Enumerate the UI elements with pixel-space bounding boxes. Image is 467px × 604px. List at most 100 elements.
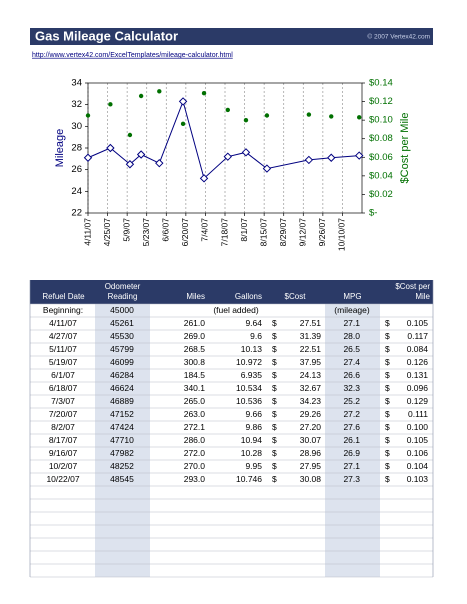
cell: 5/19/07: [49, 357, 78, 367]
cell: $: [272, 357, 277, 367]
cell: 6/1/07: [51, 370, 75, 380]
x-tick-label: 7/18/07: [219, 218, 229, 247]
y-tick-label: 34: [71, 78, 82, 89]
y-tick-label: 24: [71, 186, 82, 197]
y2-tick-label: $0.14: [369, 78, 393, 89]
cell: 0.117: [407, 331, 428, 341]
y-tick-label: 22: [71, 208, 82, 219]
cell: $: [272, 383, 277, 393]
cell: 0.131: [407, 370, 429, 380]
cell: 6.935: [241, 370, 263, 380]
point: [157, 89, 162, 94]
x-tick-label: 4/25/07: [102, 218, 112, 247]
cell: $: [385, 331, 390, 341]
cell: 46624: [110, 383, 134, 393]
cell: 10.13: [241, 344, 263, 354]
cell: $: [272, 331, 277, 341]
x-tick-label: 9/26/07: [317, 218, 327, 247]
cell: 0.104: [407, 461, 429, 471]
y-axis-label: Mileage: [54, 129, 66, 168]
cell: 272.0: [184, 448, 206, 458]
cell: 7/3/07: [51, 396, 75, 406]
cell: 45530: [110, 331, 134, 341]
point: [138, 93, 144, 99]
point: [106, 143, 115, 153]
cell: 27.1: [343, 461, 360, 471]
point: [354, 151, 364, 160]
cell: 47982: [110, 448, 134, 458]
point: [225, 107, 230, 113]
cell: 28.96: [300, 448, 322, 458]
cell: $: [385, 396, 390, 406]
y2-tick-label: $0.04: [369, 170, 393, 181]
point: [327, 153, 336, 162]
cell: 26.1: [343, 435, 360, 445]
cell: $: [272, 448, 277, 458]
point: [127, 132, 133, 138]
cell: $: [385, 422, 390, 432]
cell: 10.94: [241, 435, 263, 445]
cell: 29.26: [300, 409, 322, 419]
cell: 25.2: [343, 396, 360, 406]
cell: 31.39: [300, 331, 322, 341]
cell: 268.5: [184, 344, 206, 354]
cell: 269.0: [184, 331, 206, 341]
cell: $: [385, 370, 390, 380]
cell: 0.096: [407, 383, 429, 393]
y2-tick-label: $-: [369, 208, 377, 219]
cell: 6/18/07: [49, 383, 78, 393]
note: (mileage): [334, 305, 370, 315]
point: [180, 121, 186, 127]
point: [306, 112, 312, 117]
cell: 45261: [110, 318, 134, 328]
point: [155, 158, 164, 168]
cell: $: [385, 409, 390, 419]
cell: 293.0: [184, 474, 206, 484]
cell: 10.534: [236, 383, 262, 393]
cell: 27.1: [343, 318, 360, 328]
cell: 30.07: [300, 435, 322, 445]
point: [108, 102, 113, 107]
x-tick-label: 9/12/07: [298, 218, 308, 247]
cell: $: [385, 318, 390, 328]
cell: 0.106: [407, 448, 429, 458]
cell: 0.105: [407, 318, 429, 328]
link[interactable]: http://www.vertex42.com/ExcelTemplates/m…: [32, 52, 233, 59]
cell: 184.5: [184, 370, 206, 380]
point: [262, 164, 272, 173]
cell: 10/2/07: [49, 461, 78, 471]
table-header: [30, 280, 433, 304]
point: [85, 113, 91, 118]
cell: 10.536: [236, 396, 262, 406]
cell: 48252: [110, 461, 134, 471]
point: [329, 114, 334, 119]
cell: 27.3: [343, 474, 360, 484]
cell: 9.86: [245, 422, 262, 432]
cell: 0.129: [407, 396, 429, 406]
point: [357, 115, 362, 120]
title-bar: [30, 28, 433, 45]
y-tick-label: 28: [71, 143, 82, 154]
x-tick-label: 8/1/07: [239, 218, 249, 242]
x-tick-label: 6/6/07: [161, 218, 171, 242]
column-header: $Cost per Mile: [395, 282, 430, 301]
point: [199, 174, 209, 183]
cell: 261.0: [184, 318, 206, 328]
point: [223, 152, 233, 161]
x-tick-label: 6/20/07: [180, 218, 190, 247]
column-header: Refuel Date: [42, 292, 85, 301]
column-header: $Cost: [284, 292, 306, 301]
point: [264, 113, 270, 118]
cell: 47710: [110, 435, 134, 445]
cell: 28.0: [343, 331, 360, 341]
cell: 0.105: [407, 435, 429, 445]
y2-tick-label: $0.12: [369, 96, 393, 107]
cell: 32.3: [343, 383, 360, 393]
cell: $: [272, 474, 277, 484]
cell: 263.0: [184, 409, 206, 419]
cell: 340.1: [184, 383, 206, 393]
point: [125, 160, 135, 169]
cell: 286.0: [184, 435, 206, 445]
point: [136, 150, 146, 159]
